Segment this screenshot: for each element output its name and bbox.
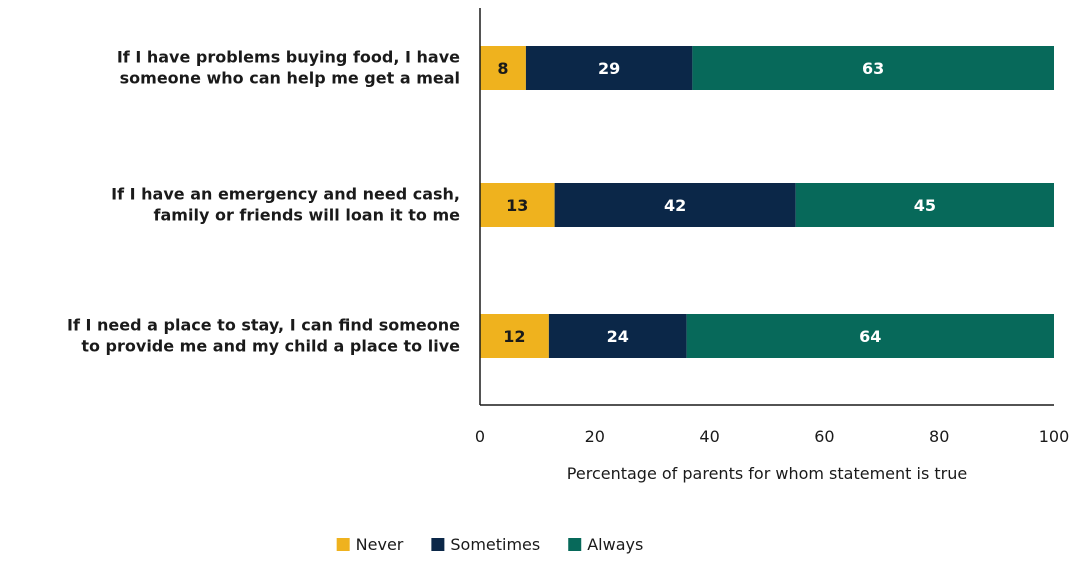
bars-layer: 8 29 63 13 42 45 12 24 64	[480, 46, 1054, 358]
category-label: If I need a place to stay, I can find so…	[67, 316, 460, 335]
category-label: If I have problems buying food, I have	[117, 48, 460, 67]
bar-segment-always	[686, 314, 1054, 358]
bar-segment-never	[480, 46, 526, 90]
bar-segment-sometimes	[525, 46, 693, 90]
x-tick-label: 40	[699, 427, 719, 446]
bar-value-label: 24	[607, 327, 629, 346]
x-tick-label: 60	[814, 427, 834, 446]
bar-segment-always	[795, 183, 1054, 227]
category-label: someone who can help me get a meal	[120, 69, 460, 88]
x-axis-title: Percentage of parents for whom statement…	[567, 464, 967, 483]
legend-label: Always	[587, 535, 643, 554]
category-label: to provide me and my child a place to li…	[81, 337, 460, 356]
bar-value-label: 8	[497, 59, 508, 78]
bar-value-label: 64	[859, 327, 881, 346]
legend-swatch-sometimes	[431, 538, 445, 551]
bar-value-label: 13	[506, 196, 528, 215]
bar-value-label: 42	[664, 196, 686, 215]
legend-label: Sometimes	[450, 535, 540, 554]
legend: Never Sometimes Always	[336, 535, 643, 554]
category-labels: If I have problems buying food, I have so…	[67, 48, 460, 356]
bar-segment-always	[692, 46, 1054, 90]
legend-swatch-always	[568, 538, 582, 551]
category-label: If I have an emergency and need cash,	[111, 185, 460, 204]
bar-value-label: 63	[862, 59, 884, 78]
category-label: family or friends will loan it to me	[154, 206, 461, 225]
bar-segment-never	[480, 183, 555, 227]
axis-layer	[479, 8, 1054, 406]
x-tick-label: 0	[475, 427, 485, 446]
bar-segment-never	[480, 314, 549, 358]
x-tick-label: 100	[1039, 427, 1070, 446]
bar-segment-sometimes	[548, 314, 687, 358]
legend-label: Never	[356, 535, 404, 554]
x-tick-label: 20	[585, 427, 605, 446]
bar-value-label: 12	[503, 327, 525, 346]
x-tick-label: 80	[929, 427, 949, 446]
legend-swatch-never	[336, 538, 350, 551]
bar-value-label: 29	[598, 59, 620, 78]
bar-segment-sometimes	[554, 183, 796, 227]
bar-value-label: 45	[914, 196, 936, 215]
x-tick-labels: 0 20 40 60 80 100	[475, 427, 1069, 446]
